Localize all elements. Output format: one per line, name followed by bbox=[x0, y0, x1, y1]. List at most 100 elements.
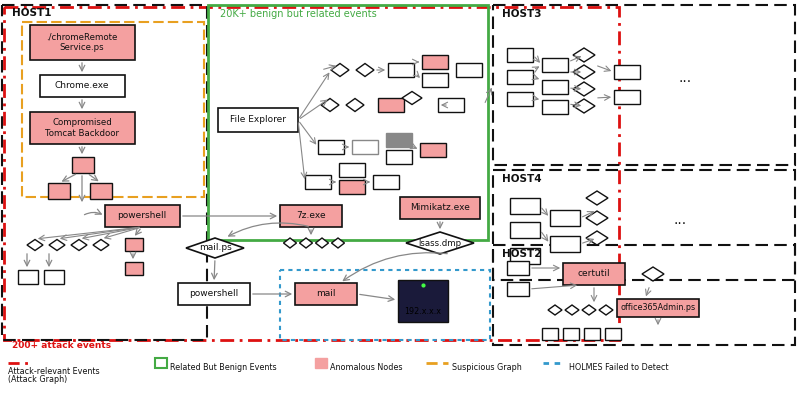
FancyBboxPatch shape bbox=[72, 157, 94, 173]
FancyBboxPatch shape bbox=[373, 175, 399, 189]
Text: Chrome.exe: Chrome.exe bbox=[54, 81, 110, 91]
FancyBboxPatch shape bbox=[550, 236, 580, 252]
Polygon shape bbox=[586, 191, 608, 205]
FancyBboxPatch shape bbox=[30, 112, 135, 144]
Polygon shape bbox=[299, 238, 313, 248]
Polygon shape bbox=[49, 239, 65, 251]
Text: ...: ... bbox=[678, 71, 691, 85]
FancyBboxPatch shape bbox=[438, 98, 464, 112]
FancyBboxPatch shape bbox=[178, 283, 250, 305]
FancyBboxPatch shape bbox=[388, 63, 414, 77]
Polygon shape bbox=[346, 99, 364, 111]
Polygon shape bbox=[406, 232, 474, 254]
FancyBboxPatch shape bbox=[605, 328, 621, 340]
FancyBboxPatch shape bbox=[563, 263, 625, 285]
Text: Attack-relevant Events: Attack-relevant Events bbox=[8, 367, 100, 375]
Text: 200+ attack events: 200+ attack events bbox=[12, 342, 111, 350]
Polygon shape bbox=[548, 305, 562, 315]
Polygon shape bbox=[331, 63, 349, 77]
Text: HOST1: HOST1 bbox=[12, 8, 51, 18]
FancyBboxPatch shape bbox=[352, 140, 378, 154]
FancyBboxPatch shape bbox=[507, 261, 529, 275]
Text: ./chromeRemote
Service.ps: ./chromeRemote Service.ps bbox=[46, 32, 118, 52]
FancyBboxPatch shape bbox=[614, 65, 640, 79]
FancyBboxPatch shape bbox=[18, 270, 38, 284]
Text: certutil: certutil bbox=[578, 269, 610, 279]
FancyBboxPatch shape bbox=[378, 98, 404, 112]
FancyBboxPatch shape bbox=[305, 175, 331, 189]
Polygon shape bbox=[402, 91, 422, 105]
Polygon shape bbox=[586, 211, 608, 225]
Text: 7z.exe: 7z.exe bbox=[296, 211, 326, 221]
FancyBboxPatch shape bbox=[510, 222, 540, 238]
Polygon shape bbox=[186, 238, 244, 258]
FancyBboxPatch shape bbox=[614, 90, 640, 104]
FancyBboxPatch shape bbox=[510, 198, 540, 214]
Polygon shape bbox=[93, 239, 109, 251]
Polygon shape bbox=[573, 82, 595, 96]
FancyBboxPatch shape bbox=[44, 270, 64, 284]
FancyBboxPatch shape bbox=[339, 180, 365, 194]
Text: Mimikatz.exe: Mimikatz.exe bbox=[410, 203, 470, 213]
FancyBboxPatch shape bbox=[542, 328, 558, 340]
FancyBboxPatch shape bbox=[105, 205, 180, 227]
Polygon shape bbox=[599, 305, 613, 315]
Text: (Attack Graph): (Attack Graph) bbox=[8, 375, 67, 385]
Text: ...: ... bbox=[674, 213, 686, 227]
FancyBboxPatch shape bbox=[542, 80, 568, 94]
FancyBboxPatch shape bbox=[400, 197, 480, 219]
Polygon shape bbox=[573, 99, 595, 113]
Polygon shape bbox=[573, 65, 595, 79]
Text: lsass.dmp: lsass.dmp bbox=[418, 239, 462, 247]
Polygon shape bbox=[315, 238, 329, 248]
Text: Related But Benign Events: Related But Benign Events bbox=[170, 363, 277, 373]
FancyBboxPatch shape bbox=[422, 73, 448, 87]
FancyBboxPatch shape bbox=[563, 328, 579, 340]
FancyBboxPatch shape bbox=[155, 358, 167, 368]
Text: office365Admin.ps: office365Admin.ps bbox=[621, 304, 695, 312]
FancyBboxPatch shape bbox=[125, 238, 143, 251]
Text: Suspicious Graph: Suspicious Graph bbox=[452, 363, 522, 373]
FancyBboxPatch shape bbox=[386, 133, 412, 147]
FancyBboxPatch shape bbox=[584, 328, 600, 340]
Text: HOST2: HOST2 bbox=[502, 249, 542, 259]
Polygon shape bbox=[586, 231, 608, 245]
FancyBboxPatch shape bbox=[295, 283, 357, 305]
Text: Anomalous Nodes: Anomalous Nodes bbox=[330, 363, 402, 373]
FancyBboxPatch shape bbox=[507, 48, 533, 62]
FancyBboxPatch shape bbox=[218, 108, 298, 132]
FancyBboxPatch shape bbox=[456, 63, 482, 77]
Text: HOLMES Failed to Detect: HOLMES Failed to Detect bbox=[569, 363, 669, 373]
FancyBboxPatch shape bbox=[40, 75, 125, 97]
Polygon shape bbox=[71, 239, 87, 251]
FancyBboxPatch shape bbox=[507, 70, 533, 84]
FancyBboxPatch shape bbox=[617, 299, 699, 317]
Text: File Explorer: File Explorer bbox=[230, 115, 286, 124]
Polygon shape bbox=[283, 238, 297, 248]
Text: 20K+ benign but related events: 20K+ benign but related events bbox=[220, 9, 377, 19]
Text: HOST4: HOST4 bbox=[502, 174, 542, 184]
Polygon shape bbox=[331, 238, 345, 248]
FancyBboxPatch shape bbox=[507, 282, 529, 296]
Text: mail.ps: mail.ps bbox=[198, 243, 231, 253]
FancyBboxPatch shape bbox=[339, 163, 365, 177]
FancyBboxPatch shape bbox=[507, 92, 533, 106]
FancyBboxPatch shape bbox=[318, 140, 344, 154]
FancyBboxPatch shape bbox=[510, 248, 540, 264]
FancyBboxPatch shape bbox=[398, 280, 448, 322]
Text: Compromised
Tomcat Backdoor: Compromised Tomcat Backdoor bbox=[45, 118, 119, 138]
Polygon shape bbox=[565, 305, 579, 315]
Polygon shape bbox=[642, 267, 664, 281]
Polygon shape bbox=[356, 63, 374, 77]
Text: powershell: powershell bbox=[118, 211, 166, 221]
FancyBboxPatch shape bbox=[542, 58, 568, 72]
FancyBboxPatch shape bbox=[542, 100, 568, 114]
Text: mail: mail bbox=[316, 290, 336, 298]
Polygon shape bbox=[573, 48, 595, 62]
Polygon shape bbox=[27, 239, 43, 251]
FancyBboxPatch shape bbox=[280, 205, 342, 227]
FancyBboxPatch shape bbox=[550, 210, 580, 226]
FancyBboxPatch shape bbox=[90, 183, 112, 199]
FancyBboxPatch shape bbox=[48, 183, 70, 199]
FancyBboxPatch shape bbox=[30, 25, 135, 60]
